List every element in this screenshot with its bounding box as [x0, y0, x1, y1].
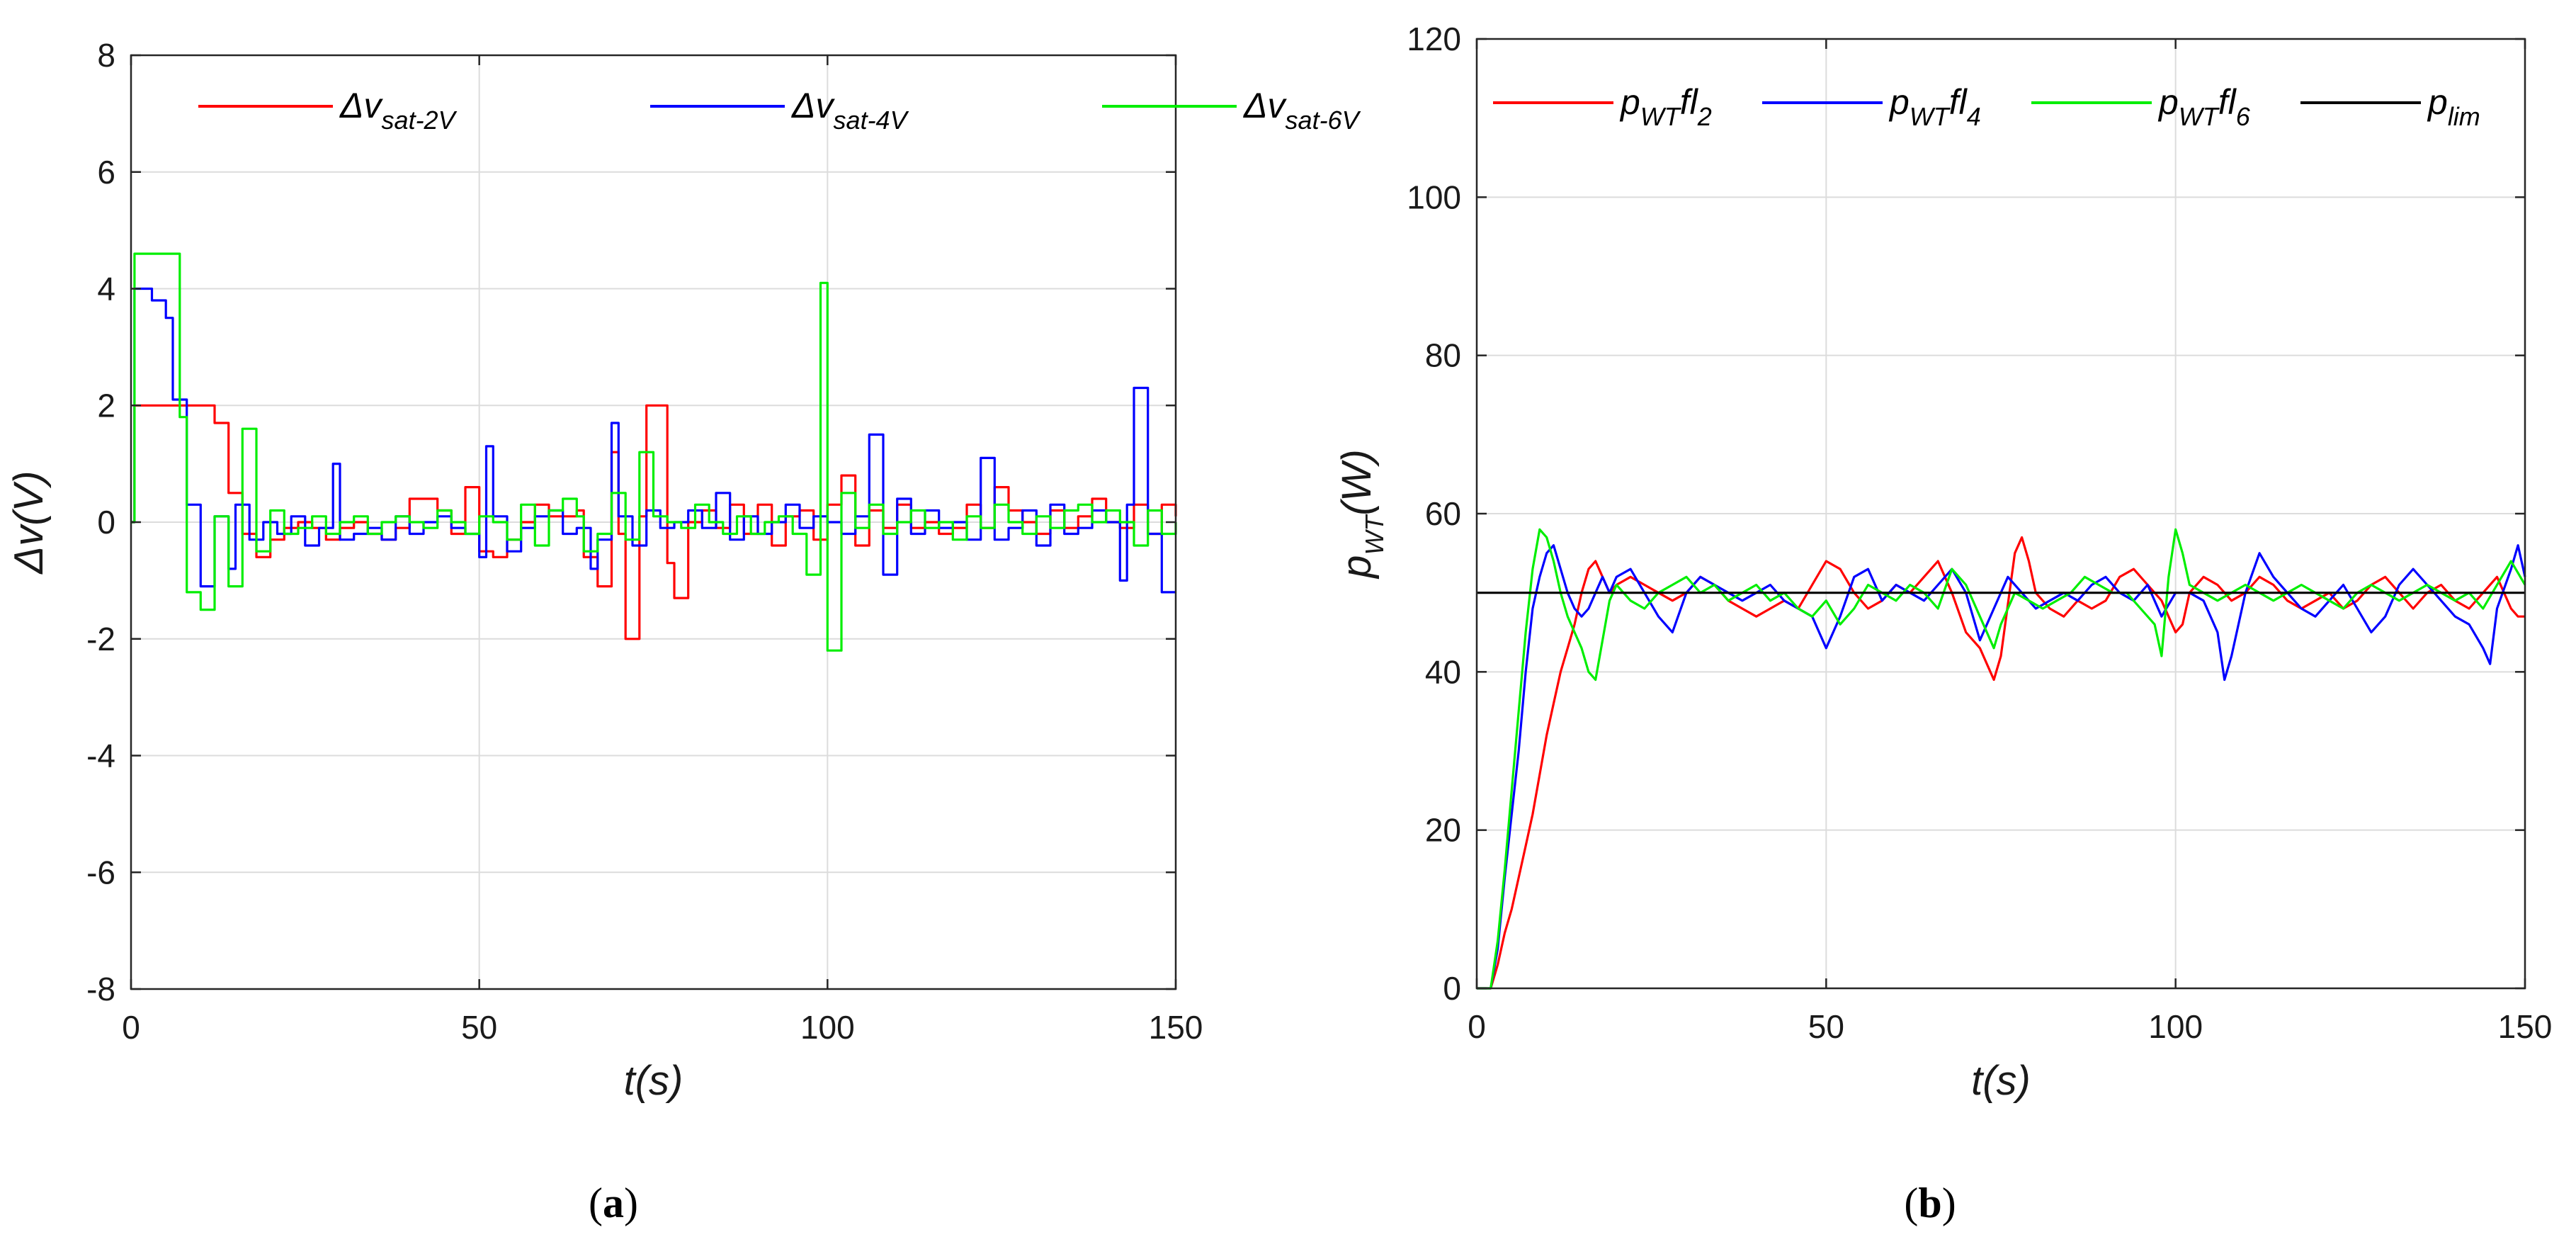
y-tick-label: 6 — [97, 154, 115, 191]
tick-labels: 0 50 100 150 -8 -6 -4 -2 0 2 4 6 8 — [86, 37, 1203, 1046]
series-group — [131, 252, 1177, 652]
legend-entry: Δvsat-6V — [1243, 86, 1361, 135]
grid — [1477, 39, 2525, 988]
y-tick-label: 40 — [1425, 653, 1461, 690]
y-tick-label: 100 — [1407, 179, 1461, 215]
x-tick-label: 50 — [461, 1009, 497, 1046]
x-axis-label: t(s) — [624, 1058, 683, 1104]
series-line-sat-6V — [131, 252, 1177, 652]
x-tick-label: 150 — [2498, 1008, 2553, 1045]
y-tick-label: 20 — [1425, 812, 1461, 849]
legend-entry: plim — [2427, 82, 2480, 131]
series-group — [1477, 528, 2526, 990]
legend-entry: pWTfl2 — [1619, 82, 1712, 131]
x-tick-label: 100 — [800, 1009, 855, 1046]
y-tick-label: 2 — [97, 387, 115, 424]
series-line-6 — [1477, 528, 2526, 990]
x-axis-label: t(s) — [1971, 1058, 2031, 1104]
x-tick-label: 0 — [1468, 1008, 1486, 1045]
legend-entry: pWTfl4 — [1888, 82, 1981, 131]
series-line-sat-4V — [131, 287, 1176, 594]
legend: Δvsat-2V Δvsat-4V Δvsat-6V — [198, 86, 1361, 135]
y-tick-label: 0 — [97, 504, 115, 541]
x-tick-label: 50 — [1808, 1008, 1844, 1045]
legend-entry: Δvsat-4V — [791, 86, 909, 135]
y-tick-label: -4 — [86, 738, 115, 774]
tick-labels: 0 50 100 150 0 20 40 60 80 100 120 — [1407, 21, 2552, 1045]
x-tick-label: 0 — [122, 1009, 140, 1046]
y-tick-label: 80 — [1425, 337, 1461, 374]
x-tick-label: 100 — [2148, 1008, 2203, 1045]
y-tick-label: 4 — [97, 271, 115, 307]
y-tick-label: -2 — [86, 621, 115, 657]
y-tick-label: -8 — [86, 971, 115, 1007]
y-tick-label: 60 — [1425, 495, 1461, 532]
x-tick-label: 150 — [1149, 1009, 1203, 1046]
legend: pWTfl2 pWTfl4 pWTfl6 plim — [1493, 82, 2480, 131]
series-line-2 — [1477, 536, 2525, 990]
legend-entry: pWTfl6 — [2157, 82, 2251, 131]
y-tick-label: -6 — [86, 854, 115, 891]
y-axis-label: pWT(W) — [1334, 449, 1389, 580]
y-tick-label: 0 — [1443, 970, 1461, 1007]
y-tick-label: 120 — [1407, 21, 1461, 57]
y-tick-label: 8 — [97, 37, 115, 74]
caption-b: (b) — [1904, 1180, 1956, 1226]
series-line-4 — [1477, 544, 2526, 990]
legend-entry: Δvsat-2V — [339, 86, 458, 135]
y-axis-label: Δv(V) — [6, 470, 52, 575]
caption-a: (a) — [589, 1180, 638, 1226]
